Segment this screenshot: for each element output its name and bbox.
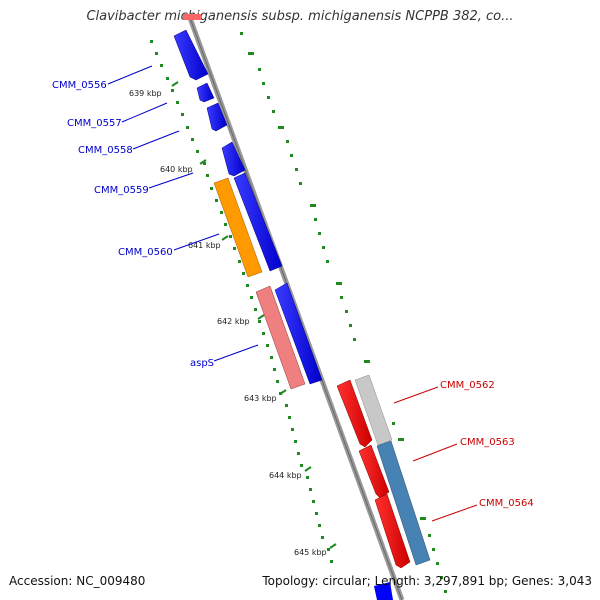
gene-label-cmm-0557[interactable]: CMM_0557 bbox=[67, 118, 122, 129]
forward-gene-labels bbox=[107, 65, 259, 362]
gene-arrow-cmm-0559[interactable] bbox=[221, 141, 246, 177]
gene-arrow-asps[interactable] bbox=[274, 282, 323, 385]
gene-arrow-cmm-0557[interactable] bbox=[196, 82, 215, 103]
tick-label-644: 644 kbp bbox=[269, 471, 302, 480]
tick-label-645: 645 kbp bbox=[294, 548, 327, 557]
gene-label-cmm-0559[interactable]: CMM_0559 bbox=[94, 185, 149, 196]
gene-label-cmm-0556[interactable]: CMM_0556 bbox=[52, 80, 107, 91]
tick-dots-inner bbox=[150, 40, 333, 563]
gene-rect-cmm-0563-feature[interactable] bbox=[376, 440, 431, 566]
tick-label-643: 643 kbp bbox=[244, 394, 277, 403]
backbone-top-marker bbox=[183, 14, 201, 20]
tick-label-640: 640 kbp bbox=[160, 165, 193, 174]
tick-label-642: 642 kbp bbox=[217, 317, 250, 326]
tick-marks-inner bbox=[171, 81, 337, 549]
tick-label-641: 641 kbp bbox=[188, 241, 221, 250]
gene-label-cmm-0564[interactable]: CMM_0564 bbox=[479, 498, 534, 509]
topology-summary: Topology: circular; Length: 3,297,891 bp… bbox=[262, 574, 592, 588]
gene-rect-cmm-0562-feature[interactable] bbox=[354, 374, 393, 446]
tick-label-639: 639 kbp bbox=[129, 89, 162, 98]
tick-dots-outer bbox=[240, 32, 447, 593]
gene-label-cmm-0563[interactable]: CMM_0563 bbox=[460, 437, 515, 448]
gene-arrow-cmm-0564[interactable] bbox=[374, 493, 411, 569]
gene-arrow-cmm-0556[interactable] bbox=[173, 29, 209, 81]
gene-label-cmm-0560[interactable]: CMM_0560 bbox=[118, 247, 173, 258]
gene-arrow-cmm-0560[interactable] bbox=[233, 172, 283, 272]
gene-label-cmm-0562[interactable]: CMM_0562 bbox=[440, 380, 495, 391]
gene-rect-cmm-0560-feature[interactable] bbox=[213, 177, 263, 278]
gene-arrow-cmm-0562[interactable] bbox=[336, 379, 373, 448]
gene-label-cmm-0558[interactable]: CMM_0558 bbox=[78, 145, 133, 156]
gene-label-asps[interactable]: aspS bbox=[190, 358, 214, 369]
gene-arrow-cmm-0558[interactable] bbox=[206, 102, 228, 132]
accession-text: Accession: NC_009480 bbox=[9, 574, 146, 588]
reverse-gene-labels bbox=[393, 386, 478, 522]
gene-arrow-bottom[interactable] bbox=[374, 582, 393, 600]
gene-rect-asps-feature[interactable] bbox=[255, 285, 306, 390]
